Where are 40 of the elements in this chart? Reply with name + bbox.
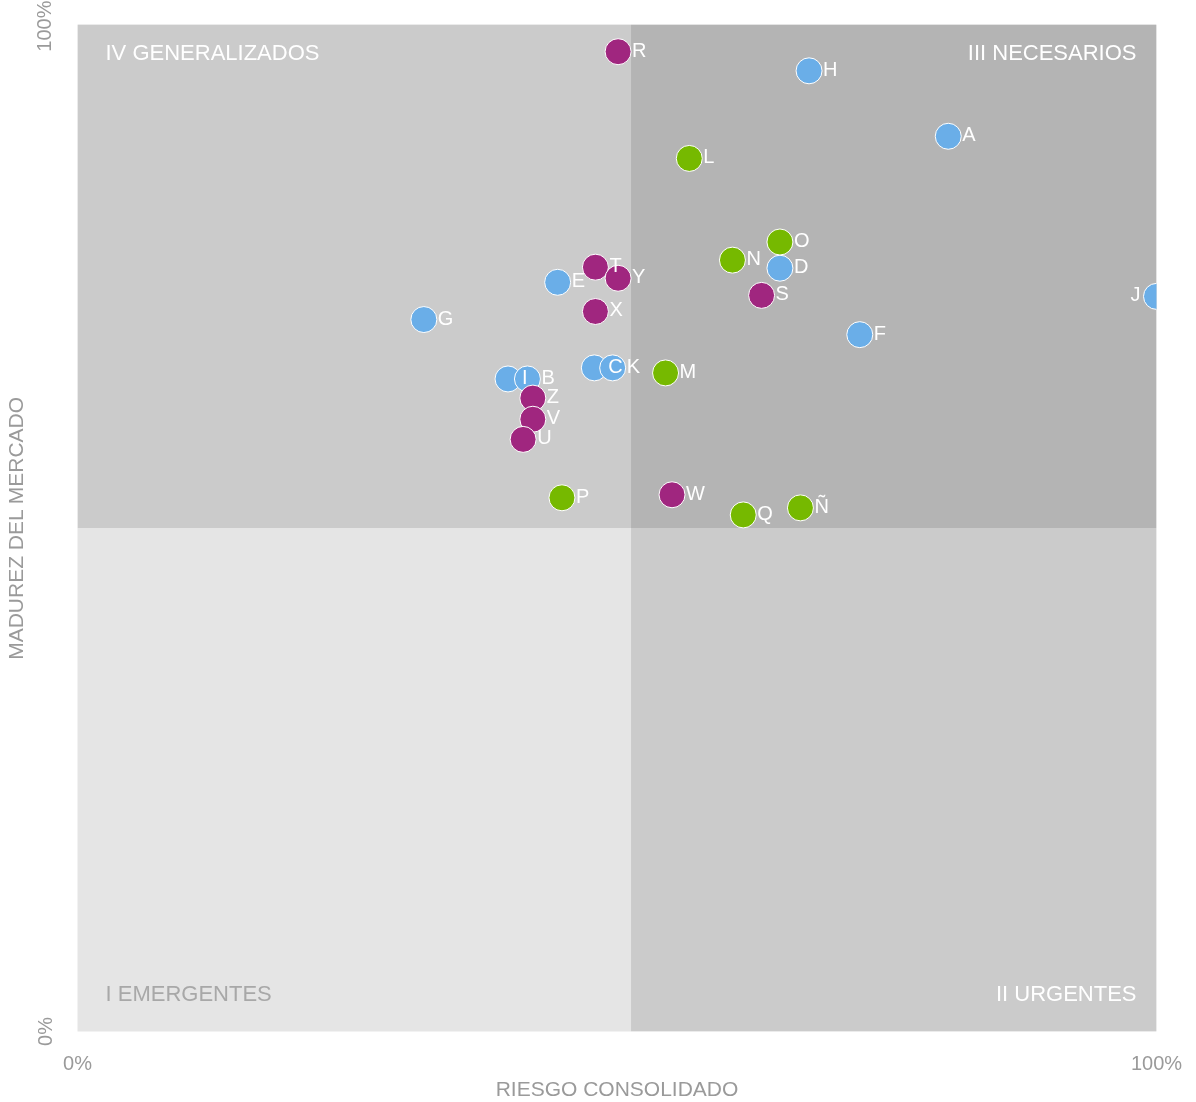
annotation: III NECESARIOS bbox=[967, 39, 1137, 65]
annotation: Ñ bbox=[814, 493, 829, 517]
point bbox=[509, 425, 537, 453]
point bbox=[548, 484, 576, 512]
annotation: I bbox=[522, 365, 528, 388]
annotation: K bbox=[626, 354, 641, 377]
point bbox=[766, 228, 794, 256]
annotation: H bbox=[823, 57, 838, 80]
annotation: M bbox=[679, 359, 697, 382]
annotation: F bbox=[873, 321, 886, 344]
annotation: A bbox=[962, 123, 977, 146]
point bbox=[658, 481, 686, 509]
point bbox=[748, 281, 776, 309]
annotation: R bbox=[632, 38, 647, 61]
point bbox=[410, 306, 438, 334]
point bbox=[934, 122, 962, 150]
annotation: D bbox=[793, 255, 809, 278]
point bbox=[846, 321, 874, 349]
point bbox=[544, 268, 572, 296]
point bbox=[604, 38, 632, 66]
point bbox=[581, 298, 609, 325]
annotation: S bbox=[775, 282, 789, 305]
point bbox=[795, 57, 823, 85]
point bbox=[729, 501, 757, 529]
x-axis-title: RIESGO CONSOLIDADO bbox=[495, 1076, 739, 1100]
point bbox=[652, 359, 680, 387]
annotation: L bbox=[703, 145, 715, 168]
annotation: Q bbox=[757, 501, 773, 524]
point bbox=[718, 246, 746, 274]
y-axis-title: MADUREZ DEL MERCADO bbox=[3, 396, 27, 660]
annotation: I EMERGENTES bbox=[105, 980, 272, 1006]
point bbox=[675, 144, 703, 172]
annotation: C bbox=[608, 354, 623, 377]
annotation: W bbox=[686, 481, 706, 504]
annotation: Y bbox=[632, 265, 646, 288]
annotation: O bbox=[793, 229, 810, 252]
annotation: N bbox=[746, 247, 761, 270]
annotation: J bbox=[1130, 283, 1141, 306]
point bbox=[766, 254, 794, 282]
point bbox=[786, 494, 814, 522]
